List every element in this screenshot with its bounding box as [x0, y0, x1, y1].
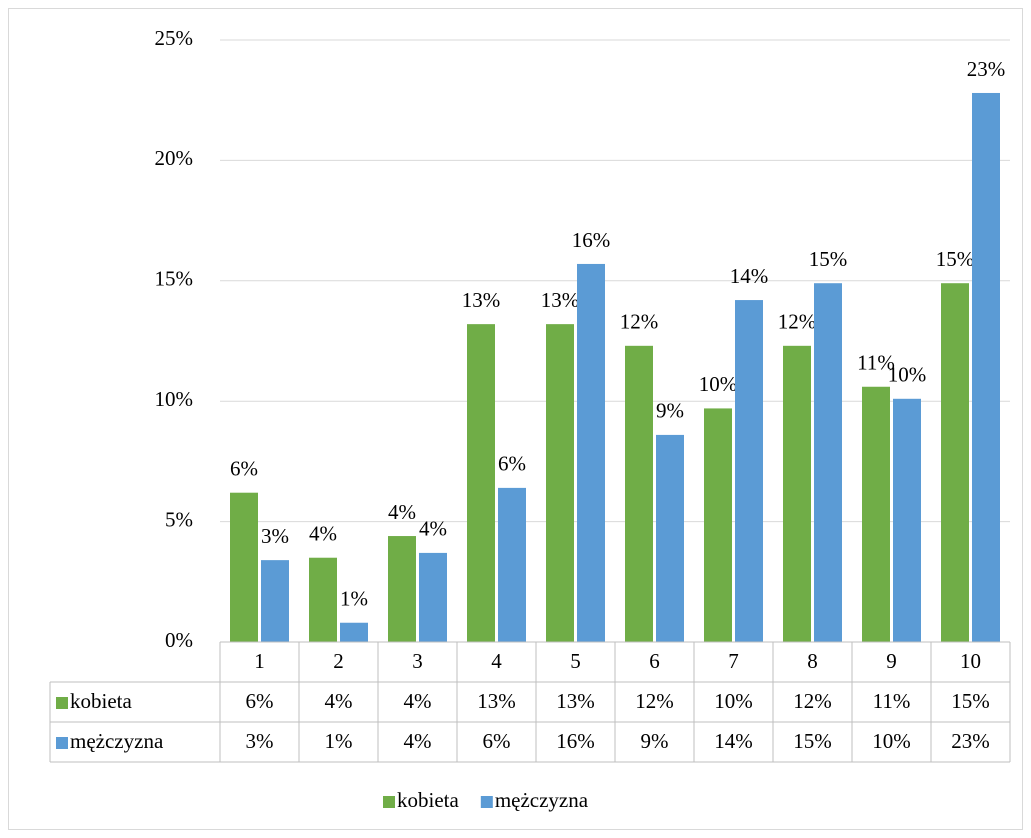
x-tick-label: 7	[728, 649, 739, 673]
bar	[577, 263, 605, 642]
data-label: 10%	[699, 372, 738, 396]
table-cell: 6%	[246, 689, 274, 713]
table-legend-key	[56, 737, 68, 749]
y-tick-label: 15%	[155, 267, 194, 291]
table-cell: 12%	[635, 689, 674, 713]
bar	[862, 386, 890, 642]
y-tick-label: 25%	[155, 26, 194, 50]
bar	[498, 487, 526, 642]
data-label: 4%	[419, 517, 447, 541]
bar	[309, 557, 337, 642]
bar	[419, 552, 447, 642]
data-label: 9%	[656, 399, 684, 423]
legend-key	[480, 796, 493, 808]
data-label: 6%	[498, 452, 526, 476]
data-label: 13%	[541, 288, 580, 312]
bar	[735, 300, 763, 642]
table-cell: 15%	[793, 729, 832, 753]
legend-key	[383, 796, 395, 808]
table-cell: 23%	[951, 729, 990, 753]
bar	[625, 345, 653, 642]
y-tick-label: 20%	[155, 146, 194, 170]
data-label: 6%	[230, 457, 258, 481]
bar	[546, 324, 574, 642]
bar	[656, 434, 684, 642]
table-cell: 14%	[714, 729, 753, 753]
table-cell: 12%	[793, 689, 832, 713]
x-tick-label: 4	[491, 649, 502, 673]
table-cell: 13%	[477, 689, 516, 713]
x-tick-label: 3	[412, 649, 423, 673]
data-label: 14%	[730, 264, 769, 288]
bar	[814, 283, 842, 642]
bar	[467, 324, 495, 642]
table-cell: 9%	[641, 729, 669, 753]
bar	[230, 492, 258, 642]
data-label: 11%	[857, 351, 895, 375]
table-cell: 10%	[714, 689, 753, 713]
data-label: 1%	[340, 587, 368, 611]
bar	[261, 560, 289, 642]
x-tick-label: 9	[886, 649, 897, 673]
data-label: 16%	[572, 228, 611, 252]
data-label: 12%	[620, 310, 659, 334]
table-cell: 16%	[556, 729, 595, 753]
data-label: 23%	[967, 57, 1006, 81]
x-tick-label: 6	[649, 649, 660, 673]
data-label: 13%	[462, 288, 501, 312]
y-tick-label: 0%	[165, 628, 193, 652]
legend-label: kobieta	[397, 788, 459, 812]
table-legend-key	[56, 697, 68, 709]
table-row-header: kobieta	[70, 689, 132, 713]
x-tick-label: 5	[570, 649, 581, 673]
bar	[941, 283, 969, 642]
data-label: 15%	[936, 247, 975, 271]
bar	[340, 622, 368, 642]
data-label: 3%	[261, 524, 289, 548]
bar	[893, 398, 921, 642]
legend-label: mężczyzna	[495, 788, 589, 812]
table-cell: 11%	[873, 689, 911, 713]
bar	[972, 92, 1000, 642]
table-cell: 4%	[404, 689, 432, 713]
table-cell: 3%	[246, 729, 274, 753]
table-cell: 4%	[404, 729, 432, 753]
data-label: 15%	[809, 247, 848, 271]
table-cell: 1%	[325, 729, 353, 753]
bar	[783, 345, 811, 642]
x-tick-label: 10	[960, 649, 981, 673]
table-row-header: mężczyzna	[70, 729, 164, 753]
y-tick-label: 10%	[155, 387, 194, 411]
x-tick-label: 2	[333, 649, 344, 673]
data-label: 4%	[309, 522, 337, 546]
x-tick-label: 1	[254, 649, 265, 673]
table-cell: 15%	[951, 689, 990, 713]
x-tick-label: 8	[807, 649, 818, 673]
data-label: 10%	[888, 363, 927, 387]
bar	[388, 536, 416, 642]
table-cell: 13%	[556, 689, 595, 713]
y-tick-label: 5%	[165, 507, 193, 531]
chart-border	[8, 8, 1023, 830]
table-cell: 6%	[483, 729, 511, 753]
table-cell: 4%	[325, 689, 353, 713]
table-cell: 10%	[872, 729, 911, 753]
data-label: 4%	[388, 500, 416, 524]
data-label: 12%	[778, 310, 817, 334]
bar	[704, 408, 732, 642]
